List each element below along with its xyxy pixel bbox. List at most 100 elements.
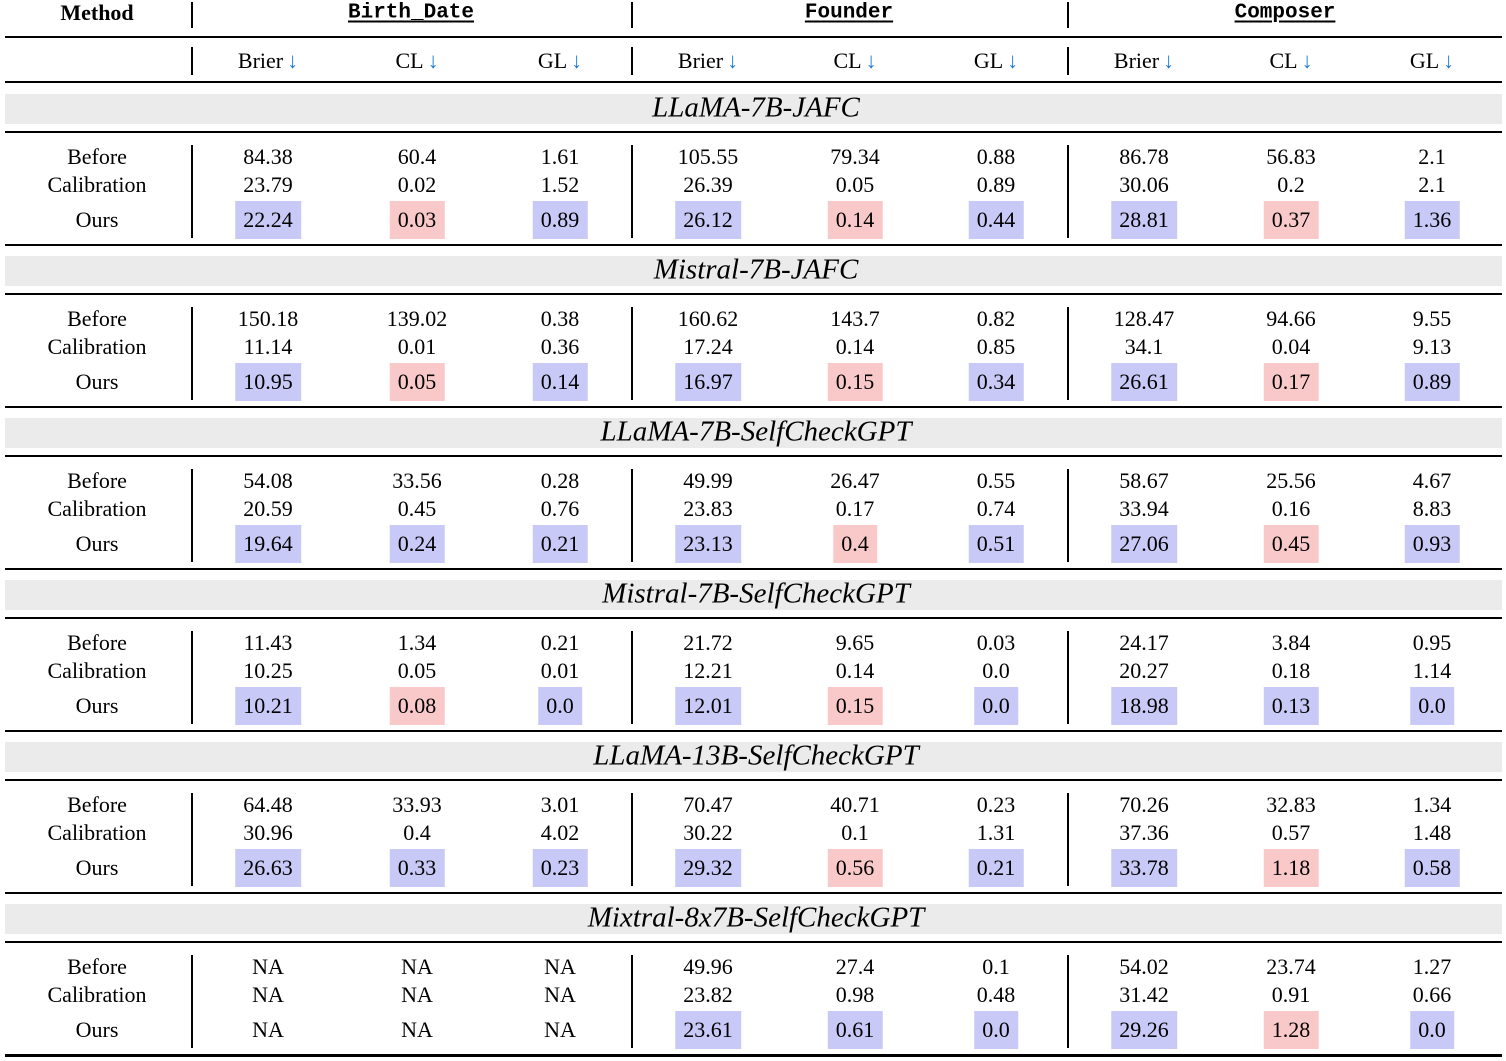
table-cell: 0.4 [403, 820, 431, 845]
table-cell: NA [401, 1017, 433, 1042]
table-cell: 0.58 [1404, 849, 1460, 887]
table-cell: 0.55 [976, 468, 1016, 493]
column-divider [631, 307, 633, 400]
table-cell: 0.0 [538, 687, 582, 725]
table-cell: 0.4 [833, 525, 877, 563]
table-cell: 84.38 [243, 144, 293, 169]
table-cell: 86.78 [1119, 144, 1169, 169]
metric-label: Brier [1113, 48, 1160, 73]
table-cell: 1.34 [397, 630, 437, 655]
table-cell: 0.14 [827, 201, 883, 239]
down-arrow-icon: ↓ [1301, 48, 1313, 73]
column-divider [631, 793, 633, 886]
table-cell: NA [252, 982, 284, 1007]
column-divider [631, 955, 633, 1048]
table-cell: 0.21 [540, 630, 580, 655]
down-arrow-icon: ↓ [287, 48, 299, 73]
table-cell: 0.88 [976, 144, 1016, 169]
table-cell: 0.18 [1271, 658, 1311, 683]
table-cell: 9.13 [1412, 334, 1452, 359]
metric-label: Brier [237, 48, 284, 73]
table-cell: 27.06 [1111, 525, 1177, 563]
metric-label: GL [973, 48, 1004, 73]
metric-header-brier: Brier ↓ [678, 50, 738, 72]
row-label-ours: Ours [75, 531, 119, 556]
down-arrow-icon: ↓ [865, 48, 877, 73]
table-cell: 0.01 [540, 658, 580, 683]
table-cell: 0.01 [397, 334, 437, 359]
table-cell: 1.14 [1412, 658, 1452, 683]
row-label-before: Before [67, 792, 127, 817]
table-cell: 10.95 [235, 363, 301, 401]
table-cell: 49.99 [683, 468, 733, 493]
table-cell: NA [401, 982, 433, 1007]
column-divider [191, 631, 193, 724]
table-cell: 0.17 [1263, 363, 1319, 401]
table-cell: 0.89 [532, 201, 588, 239]
column-divider [631, 631, 633, 724]
header-divider [1067, 2, 1069, 28]
table-cell: 0.51 [968, 525, 1024, 563]
table-cell: 0.05 [397, 658, 437, 683]
column-divider [1067, 631, 1069, 724]
row-label-calibration: Calibration [47, 172, 147, 197]
down-arrow-icon: ↓ [727, 48, 739, 73]
table-cell: 23.83 [683, 496, 733, 521]
down-arrow-icon: ↓ [427, 48, 439, 73]
table-cell: 0.1 [982, 954, 1010, 979]
table-cell: 64.48 [243, 792, 293, 817]
metric-header-gl: GL ↓ [1410, 50, 1454, 72]
table-cell: 11.43 [243, 630, 293, 655]
row-label-calibration: Calibration [47, 658, 147, 683]
table-cell: 22.24 [235, 201, 301, 239]
table-cell: 18.98 [1111, 687, 1177, 725]
table-cell: 0.15 [827, 687, 883, 725]
row-label-ours: Ours [75, 369, 119, 394]
row-label-before: Before [67, 144, 127, 169]
metric-label: CL [1269, 48, 1298, 73]
table-cell: 2.1 [1418, 144, 1446, 169]
table-cell: 10.25 [243, 658, 293, 683]
table-cell: 0.37 [1263, 201, 1319, 239]
table-cell: 12.01 [675, 687, 741, 725]
down-arrow-icon: ↓ [571, 48, 583, 73]
table-cell: 0.13 [1263, 687, 1319, 725]
table-cell: 0.0 [974, 687, 1018, 725]
section-band [5, 418, 1502, 448]
metric-header-cl: CL ↓ [833, 50, 876, 72]
metric-header-cl: CL ↓ [395, 50, 438, 72]
column-divider [1067, 793, 1069, 886]
table-cell: 1.61 [540, 144, 580, 169]
table-cell: NA [252, 1017, 284, 1042]
header-divider [191, 47, 193, 75]
table-cell: 0.14 [835, 334, 875, 359]
table-cell: 0.48 [976, 982, 1016, 1007]
table-cell: 17.24 [683, 334, 733, 359]
table-cell: 3.84 [1271, 630, 1311, 655]
section-band [5, 904, 1502, 934]
table-cell: 8.83 [1412, 496, 1452, 521]
section-band [5, 256, 1502, 286]
table-cell: NA [401, 954, 433, 979]
metric-rule [5, 81, 1502, 83]
table-cell: 23.79 [243, 172, 293, 197]
section-bottom-rule [5, 1054, 1502, 1057]
table-cell: 26.61 [1111, 363, 1177, 401]
down-arrow-icon: ↓ [1007, 48, 1019, 73]
section-rule [5, 131, 1502, 133]
metric-label: GL [537, 48, 568, 73]
table-cell: 27.4 [835, 954, 875, 979]
table-cell: 23.82 [683, 982, 733, 1007]
table-cell: 30.22 [683, 820, 733, 845]
table-cell: 1.34 [1412, 792, 1452, 817]
table-cell: 0.45 [397, 496, 437, 521]
table-cell: 1.18 [1263, 849, 1319, 887]
row-label-calibration: Calibration [47, 496, 147, 521]
table-cell: 0.74 [976, 496, 1016, 521]
row-label-calibration: Calibration [47, 982, 147, 1007]
table-cell: 0.24 [389, 525, 445, 563]
table-cell: 0.1 [841, 820, 869, 845]
table-cell: 0.2 [1277, 172, 1305, 197]
section-bottom-rule [5, 730, 1502, 732]
